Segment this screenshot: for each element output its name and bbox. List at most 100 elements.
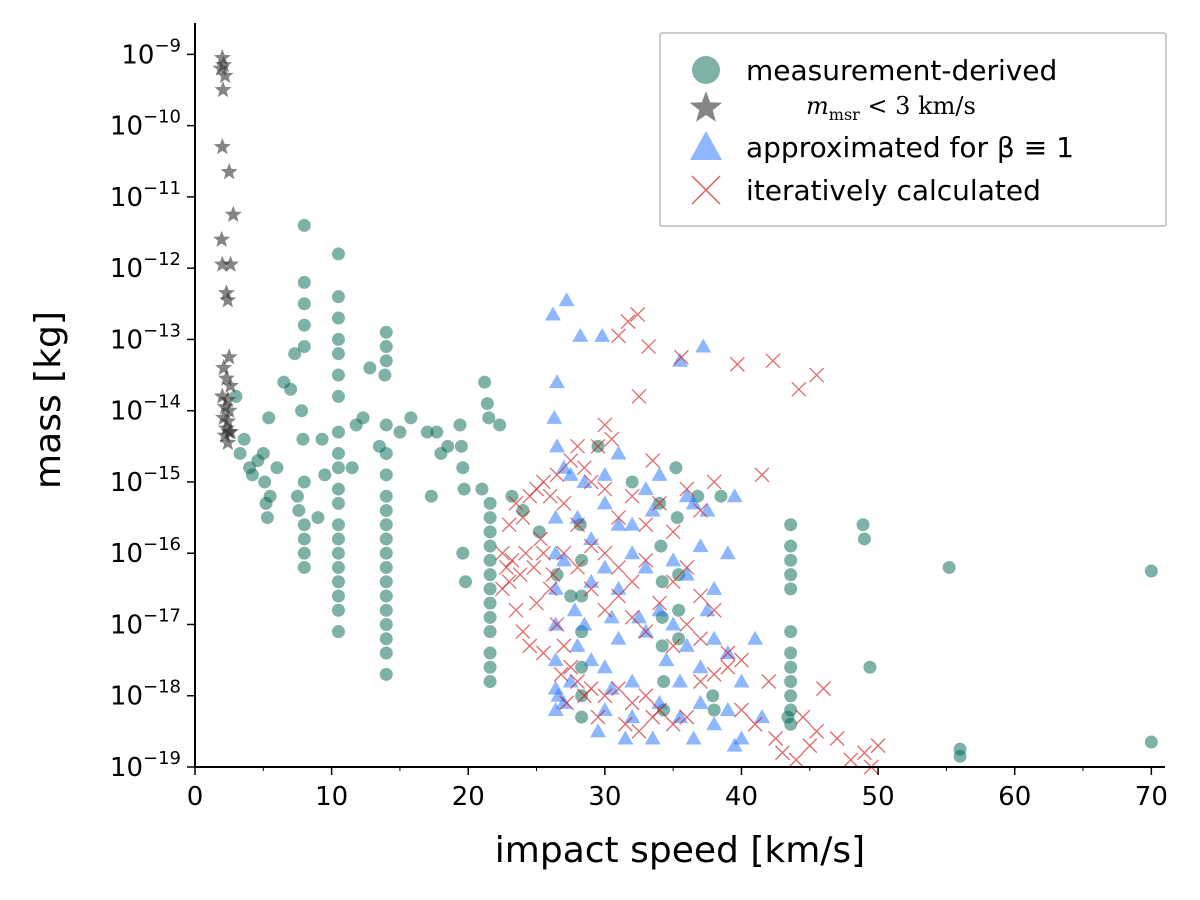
data-point-approximated: [678, 637, 695, 652]
data-point-iterative: [775, 745, 790, 761]
data-point-measurement: [288, 347, 302, 361]
data-point-measurement: [575, 553, 589, 567]
data-point-iterative: [765, 353, 781, 369]
data-point-approximated: [547, 509, 564, 524]
data-point-iterative: [624, 609, 640, 625]
data-point-iterative: [788, 752, 804, 768]
data-point-iterative: [597, 417, 613, 433]
data-point-measurement: [654, 539, 668, 553]
legend-label-star: mmsr < 3 km/s: [806, 92, 976, 124]
legend-star-sub: msr: [829, 105, 860, 124]
series-circle: [229, 218, 1158, 763]
data-point-iterative: [641, 339, 657, 355]
data-point-measurement: [379, 560, 393, 574]
data-point-approximated: [569, 509, 586, 524]
data-point-measurement: [672, 632, 686, 646]
data-point-approximated: [678, 488, 695, 503]
data-point-approximated: [706, 580, 723, 595]
data-point-iterative: [611, 681, 626, 697]
data-point-iterative: [630, 307, 646, 322]
data-point-measurement: [657, 674, 671, 688]
x-tick-label: 10: [315, 782, 348, 812]
data-point-measurement: [430, 425, 444, 439]
data-point-measurement: [331, 518, 345, 532]
y-tick-label: 10−10: [110, 107, 181, 142]
x-tick-label: 0: [187, 782, 204, 812]
data-point-measurement: [454, 439, 468, 453]
data-point-approximated: [692, 659, 709, 674]
data-point-measurement: [942, 560, 956, 574]
data-point-iterative: [549, 467, 565, 483]
data-point-measurement: [331, 575, 345, 589]
data-point-measurement: [379, 532, 393, 546]
data-point-approximated: [706, 716, 723, 731]
data-point-measurement: [483, 610, 497, 624]
data-point-iterative: [597, 602, 613, 618]
data-point-approximated: [651, 694, 668, 709]
data-point-approximated: [733, 730, 750, 745]
data-point-measurement: [483, 539, 497, 553]
data-point-measurement: [331, 290, 345, 304]
data-point-iterative: [720, 659, 736, 675]
data-point-measurement: [483, 553, 497, 567]
data-point-star: [219, 391, 237, 408]
data-point-star: [217, 419, 235, 436]
data-point-measurement: [483, 596, 497, 610]
ticks-layer: 0 10 20 30 40 50 60 70 10−19 10−18 10−17 10−16 10−15…: [110, 35, 1168, 812]
data-point-star: [219, 433, 237, 450]
data-point-measurement: [318, 468, 332, 482]
data-point-measurement: [284, 382, 298, 396]
data-point-iterative: [631, 723, 647, 739]
legend-star-m: m: [806, 92, 829, 120]
data-point-iterative: [494, 545, 510, 561]
data-point-measurement: [379, 503, 393, 517]
data-point-approximated: [596, 495, 613, 510]
data-point-measurement: [345, 461, 359, 475]
data-point-star: [215, 358, 233, 376]
legend-marker-star: [689, 91, 723, 122]
data-point-measurement: [295, 404, 309, 418]
data-point-approximated: [624, 709, 641, 724]
data-point-star: [214, 81, 232, 98]
data-point-approximated: [719, 644, 736, 659]
data-point-measurement: [297, 518, 311, 532]
data-point-approximated: [719, 701, 736, 716]
data-point-measurement: [297, 340, 311, 354]
data-point-measurement: [331, 368, 345, 382]
data-point-measurement: [784, 674, 798, 688]
data-point-iterative: [518, 545, 534, 561]
data-point-measurement: [379, 518, 393, 532]
data-point-measurement: [714, 489, 728, 503]
data-point-measurement: [453, 418, 467, 432]
data-point-star: [212, 59, 230, 76]
data-point-iterative: [570, 674, 585, 689]
x-tick-label: 30: [588, 782, 621, 812]
data-point-iterative: [679, 617, 695, 632]
data-point-iterative: [856, 745, 872, 761]
data-point-measurement: [550, 568, 564, 582]
data-point-approximated: [583, 573, 600, 588]
data-point-iterative: [754, 467, 770, 483]
data-point-iterative: [870, 738, 886, 754]
data-point-measurement: [784, 539, 798, 553]
data-point-measurement: [379, 418, 393, 432]
data-point-measurement: [331, 389, 345, 403]
data-point-iterative: [802, 738, 818, 754]
data-point-measurement: [505, 489, 519, 503]
data-point-measurement: [379, 446, 393, 460]
data-point-approximated: [685, 730, 702, 745]
data-point-approximated: [549, 374, 566, 389]
data-point-measurement: [363, 361, 377, 375]
data-point-approximated: [706, 630, 723, 645]
data-point-iterative: [747, 716, 763, 732]
data-point-measurement: [457, 482, 471, 496]
data-point-iterative: [638, 517, 654, 533]
data-point-measurement: [669, 461, 683, 475]
data-point-approximated: [637, 623, 654, 638]
data-point-approximated: [610, 630, 627, 645]
data-point-iterative: [556, 545, 572, 561]
series-star: [212, 48, 242, 450]
data-point-measurement: [245, 468, 259, 482]
data-point-approximated: [685, 495, 702, 510]
data-point-measurement: [706, 689, 720, 703]
